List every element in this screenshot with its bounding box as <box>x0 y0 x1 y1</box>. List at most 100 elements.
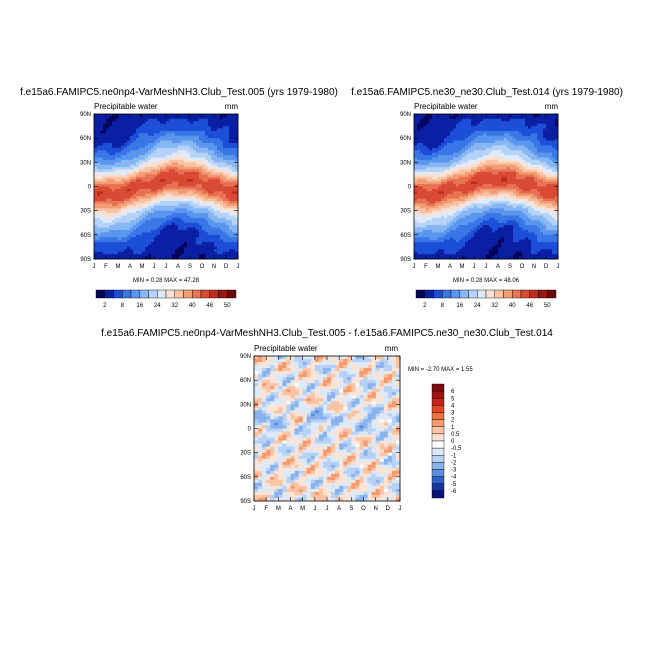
heatmap-cell <box>432 130 436 134</box>
heatmap-cell <box>232 164 236 168</box>
heatmap-cell <box>486 114 490 117</box>
heatmap-cell <box>432 184 436 187</box>
heatmap-cell <box>522 133 526 137</box>
heatmap-cell <box>432 138 436 141</box>
heatmap-cell <box>498 152 502 156</box>
heatmap-cell <box>154 237 158 241</box>
heatmap-cell <box>199 143 203 146</box>
heatmap-cell <box>217 242 221 245</box>
heatmap-cell <box>519 210 523 214</box>
heatmap-cell <box>139 188 143 192</box>
heatmap-cell <box>106 152 110 156</box>
heatmap-cell <box>175 242 179 245</box>
heatmap-cell <box>142 186 146 190</box>
heatmap-cell <box>172 184 176 187</box>
heatmap-cell <box>196 138 200 141</box>
heatmap-cell <box>510 176 514 180</box>
heatmap-cell <box>127 215 131 219</box>
heatmap-cell <box>124 133 128 137</box>
heatmap-cell <box>154 198 158 202</box>
heatmap-cell <box>528 135 532 139</box>
heatmap-cell <box>121 133 125 137</box>
heatmap-cell <box>196 121 200 125</box>
heatmap-cell <box>441 201 445 204</box>
heatmap-cell <box>441 135 445 139</box>
heatmap-cell <box>193 116 197 120</box>
heatmap-cell <box>220 135 224 139</box>
heatmap-cell <box>540 184 544 187</box>
heatmap-cell <box>145 251 149 255</box>
y-tick-label: 0 <box>88 185 92 191</box>
heatmap-cell <box>112 126 116 129</box>
heatmap-cell <box>456 150 460 154</box>
heatmap-cell <box>226 205 230 209</box>
heatmap-cell <box>483 147 487 151</box>
heatmap-cell <box>187 205 191 209</box>
heatmap-cell <box>522 155 526 158</box>
heatmap-cell <box>441 167 445 170</box>
heatmap-cell <box>193 145 197 149</box>
heatmap-cell <box>172 164 176 168</box>
heatmap-cell <box>543 114 547 117</box>
heatmap-cell <box>169 186 173 190</box>
heatmap-cell <box>525 162 529 166</box>
heatmap-cell <box>429 114 433 117</box>
heatmap-cell <box>441 188 445 192</box>
heatmap-cell <box>136 213 140 216</box>
heatmap-cell <box>540 147 544 151</box>
heatmap-cell <box>468 157 472 161</box>
heatmap-cell <box>438 184 442 187</box>
heatmap-cell <box>142 179 146 183</box>
heatmap-cell <box>109 232 113 236</box>
heatmap-cell <box>516 174 520 178</box>
heatmap-cell <box>178 155 182 158</box>
heatmap-cell <box>196 242 200 245</box>
heatmap-cell <box>423 164 427 168</box>
heatmap-cell <box>124 254 128 257</box>
heatmap-cell <box>151 172 155 175</box>
heatmap-cell <box>226 239 230 243</box>
heatmap-cell <box>187 143 191 146</box>
heatmap-cell <box>139 181 143 185</box>
heatmap-cell <box>169 157 173 161</box>
heatmap-cell <box>184 225 188 228</box>
heatmap-cell <box>127 172 131 175</box>
colorbar-box <box>218 289 228 299</box>
heatmap-cell <box>540 152 544 156</box>
heatmap-cell <box>139 251 143 255</box>
heatmap-cell <box>190 152 194 156</box>
heatmap-cell <box>232 191 236 195</box>
heatmap-cell <box>528 196 532 199</box>
heatmap-cell <box>429 116 433 120</box>
heatmap-cell <box>513 121 517 125</box>
heatmap-cell <box>528 118 532 122</box>
heatmap-cell <box>546 208 550 212</box>
heatmap-cell <box>136 210 140 214</box>
heatmap-cell <box>540 188 544 192</box>
heatmap-cell <box>208 145 212 149</box>
heatmap-cell <box>184 232 188 236</box>
heatmap-cell <box>154 191 158 195</box>
heatmap-cell <box>462 181 466 185</box>
heatmap-cell <box>145 114 149 117</box>
heatmap-cell <box>220 193 224 197</box>
heatmap-cell <box>510 174 514 178</box>
heatmap-cell <box>414 114 418 117</box>
heatmap-cell <box>489 162 493 166</box>
heatmap-cell <box>531 147 535 151</box>
heatmap-cell <box>139 143 143 146</box>
heatmap-cell <box>522 164 526 168</box>
heatmap-cell <box>106 174 110 178</box>
heatmap-cell <box>94 181 98 185</box>
heatmap-cell <box>220 169 224 173</box>
heatmap-cell <box>480 205 484 209</box>
heatmap-cell <box>528 159 532 163</box>
heatmap-cell <box>103 133 107 137</box>
heatmap-cell <box>495 208 499 212</box>
heatmap-cell <box>199 128 203 132</box>
heatmap-cell <box>124 138 128 141</box>
heatmap-cell <box>154 215 158 219</box>
heatmap-cell <box>184 251 188 255</box>
heatmap-cell <box>453 210 457 214</box>
heatmap-cell <box>97 172 101 175</box>
